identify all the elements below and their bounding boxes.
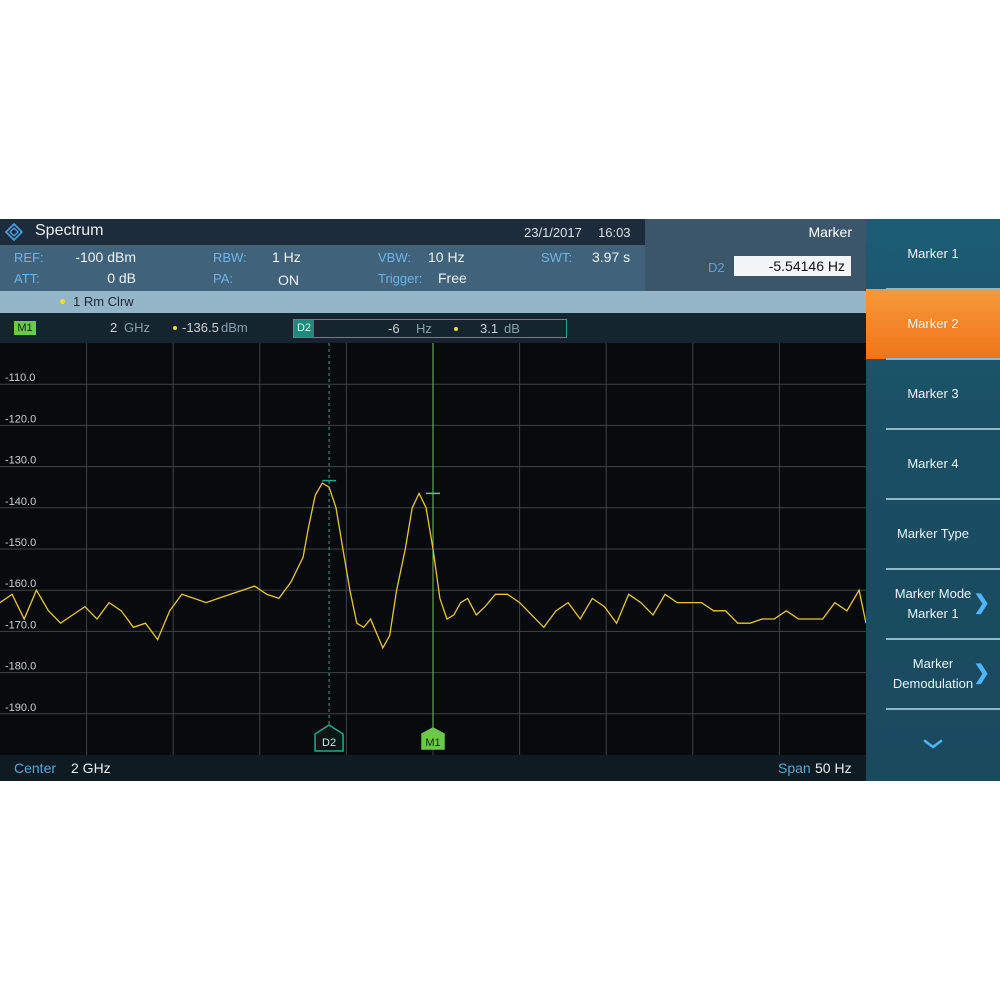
ref-label: REF: <box>14 250 44 265</box>
d2-marker-label: D2 <box>322 737 336 749</box>
softkey-marker-2[interactable]: Marker 2 <box>866 289 1000 359</box>
softkey-label: Marker Mode Marker 1 <box>894 586 972 621</box>
d2-readout[interactable]: D2 -6 Hz 3.1 dB <box>293 319 567 338</box>
spectrum-plot[interactable]: -110.0 -120.0 -130.0 -140.0 -150.0 -160.0 -170… <box>0 343 867 755</box>
marker-panel-header: Marker <box>645 219 866 245</box>
trace-label[interactable]: 1 Rm Clrw <box>73 294 134 309</box>
softkey-marker-demodulation[interactable]: Marker Demodulation ❯ <box>866 639 1000 709</box>
time-display: 16:03 <box>598 225 631 240</box>
softkey-label: Marker 3 <box>907 386 959 401</box>
marker-panel-title: Marker <box>808 224 852 240</box>
settings-panel: REF: -100 dBm ATT: 0 dB RBW: 1 Hz PA: ON… <box>0 245 645 291</box>
more-softkeys-button[interactable] <box>866 719 1000 769</box>
y-tick-label: -170.0 <box>5 619 36 631</box>
trigger-label: Trigger: <box>378 271 423 286</box>
rbw-value[interactable]: 1 Hz <box>272 249 301 265</box>
delta-marker-label: D2 <box>708 260 725 275</box>
softkey-marker-type[interactable]: Marker Type <box>866 499 1000 569</box>
frequency-bar: Center 2 GHz Span 50 Hz <box>0 755 866 781</box>
center-label: Center <box>14 760 57 776</box>
title-bar: Spectrum 23/1/2017 16:03 <box>0 219 645 245</box>
trace-info-bar: 1 Rm Clrw <box>0 291 866 313</box>
vbw-label: VBW: <box>378 250 411 265</box>
softkey-label: Marker Demodulation <box>892 656 974 691</box>
pa-label: PA: <box>213 271 233 286</box>
y-tick-label: -130.0 <box>5 455 36 467</box>
m1-trace-dot-icon <box>173 326 177 330</box>
softkey-divider <box>886 358 1000 360</box>
analyzer-screen: Spectrum 23/1/2017 16:03 Marker REF: -10… <box>0 219 1000 781</box>
chevron-right-icon: ❯ <box>973 662 990 684</box>
y-tick-label: -110.0 <box>5 372 35 384</box>
softkey-label: Marker 2 <box>907 316 959 331</box>
span-value[interactable]: 50 Hz <box>815 760 852 776</box>
trigger-value[interactable]: Free <box>438 270 467 286</box>
softkey-panel: Marker 1 Marker 2 Marker 3 Marker 4 Mark… <box>866 219 1000 781</box>
softkey-marker-mode[interactable]: Marker Mode Marker 1 ❯ <box>866 569 1000 639</box>
vbw-value[interactable]: 10 Hz <box>428 249 465 265</box>
softkey-divider <box>886 568 1000 570</box>
span-label: Span <box>778 760 811 776</box>
trace-color-dot-icon <box>60 299 65 304</box>
spectrum-chart[interactable]: -110.0 -120.0 -130.0 -140.0 -150.0 -160.0 -170… <box>0 343 867 755</box>
softkey-divider <box>886 428 1000 430</box>
y-tick-label: -150.0 <box>5 537 36 549</box>
y-tick-label: -190.0 <box>5 702 36 714</box>
softkey-divider <box>886 708 1000 710</box>
m1-frequency: 2 <box>110 320 118 335</box>
att-label: ATT: <box>14 271 40 286</box>
d2-level: 3.1 <box>480 321 499 336</box>
chevron-right-icon: ❯ <box>973 592 990 614</box>
swt-label: SWT: <box>541 250 573 265</box>
marker-entry-panel: D2 -5.54146 Hz <box>645 245 866 291</box>
trace-line <box>0 482 867 650</box>
y-tick-label: -180.0 <box>5 661 36 673</box>
m1-frequency-unit: GHz <box>124 320 150 335</box>
m1-marker-label: M1 <box>425 737 440 749</box>
center-value[interactable]: 2 GHz <box>71 760 111 776</box>
rbw-label: RBW: <box>213 250 247 265</box>
softkey-divider <box>886 638 1000 640</box>
y-tick-label: -140.0 <box>5 496 36 508</box>
y-tick-label: -160.0 <box>5 578 36 590</box>
d2-trace-dot-icon <box>454 327 458 331</box>
softkey-label: Marker Type <box>896 526 969 541</box>
softkey-marker-4[interactable]: Marker 4 <box>866 429 1000 499</box>
m1-marker-symbol[interactable]: M1 <box>421 727 445 750</box>
softkey-marker-3[interactable]: Marker 3 <box>866 359 1000 429</box>
rohde-schwarz-logo-icon <box>5 223 23 241</box>
m1-badge[interactable]: M1 <box>14 321 36 335</box>
d2-frequency-unit: Hz <box>416 321 432 336</box>
softkey-divider <box>886 498 1000 500</box>
y-tick-label: -120.0 <box>5 413 36 425</box>
softkey-marker-1[interactable]: Marker 1 <box>866 219 1000 289</box>
m1-level-unit: dBm <box>221 320 248 335</box>
date-display: 23/1/2017 <box>524 225 582 240</box>
d2-marker-symbol[interactable]: D2 <box>314 724 344 752</box>
d2-frequency: -6 <box>388 321 400 336</box>
softkey-label: Marker 1 <box>907 246 959 261</box>
d2-badge: D2 <box>294 320 314 337</box>
att-value[interactable]: 0 dB <box>107 270 136 286</box>
delta-marker-input[interactable]: -5.54146 Hz <box>734 256 851 276</box>
swt-value[interactable]: 3.97 s <box>592 249 631 265</box>
ref-value[interactable]: -100 dBm <box>75 249 136 265</box>
softkey-label: Marker 4 <box>907 456 959 471</box>
app-title: Spectrum <box>35 222 104 239</box>
d2-level-unit: dB <box>504 321 520 336</box>
marker-info-row: M1 2 GHz -136.5 dBm D2 -6 Hz 3.1 dB <box>0 313 866 343</box>
chevron-down-icon <box>923 739 943 749</box>
pa-value[interactable]: ON <box>278 272 299 288</box>
m1-level: -136.5 <box>182 320 219 335</box>
